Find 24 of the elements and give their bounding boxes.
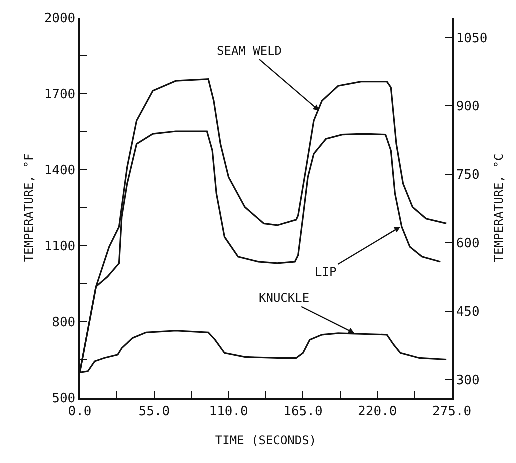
y-tick-label: 1100 [44, 240, 76, 255]
y2-tick-label: 900 [456, 100, 480, 115]
y2-tick-label: 1050 [456, 31, 488, 46]
y2-tick-label: 300 [456, 373, 480, 388]
x-tick-label: 55.0 [138, 404, 170, 420]
annotation: LIP [315, 265, 337, 279]
annotation: SEAM WELD [217, 44, 282, 58]
y-tick-label: 800 [52, 316, 76, 331]
y2-tick-label: 750 [456, 168, 480, 184]
y2-axis-title: TEMPERATURE, °C [492, 154, 506, 262]
x-axis-title: TIME (SECONDS) [215, 434, 317, 448]
y-tick-label: 500 [52, 392, 76, 407]
x-tick-label: 0.0 [68, 404, 92, 420]
annotation: KNUCKLE [259, 291, 310, 305]
y2-tick-label: 600 [456, 236, 480, 252]
y2-tick-label: 450 [456, 304, 480, 320]
x-tick-label: 275.0 [432, 404, 472, 420]
y-tick-label: 1400 [44, 164, 76, 179]
x-tick-label: 165.0 [284, 404, 323, 420]
y-tick-label: 2000 [44, 12, 76, 27]
x-tick-label: 220.0 [358, 404, 398, 420]
x-tick-label: 110.0 [209, 404, 248, 420]
y-axis-title: TEMPERATURE, °F [22, 154, 36, 262]
y-tick-label: 1700 [44, 88, 76, 103]
